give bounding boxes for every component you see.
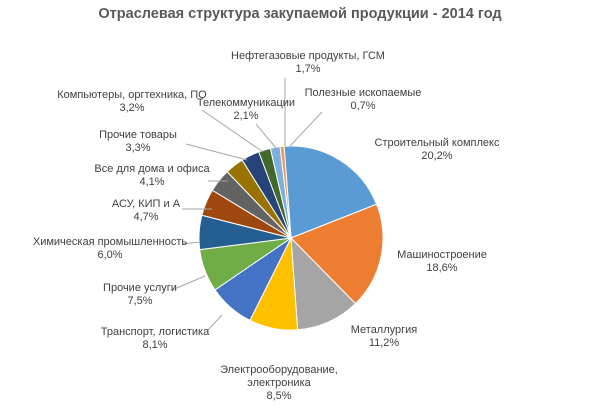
slice-label: Телекоммуникации 2,1% — [197, 97, 295, 122]
leader-line — [289, 111, 323, 147]
leader-line — [185, 143, 248, 161]
slice-label: Прочие товары 3,3% — [99, 129, 177, 154]
slice-label: Машиностроение 18,6% — [397, 249, 487, 274]
slice-label: Компьютеры, оргтехника, ПО 3,2% — [57, 89, 207, 114]
slice-labels: Строительный комплекс 20,2% Машиностроение… — [33, 50, 500, 402]
slice-label: Электрооборудование, электроника 8,5% — [220, 364, 338, 402]
slice-label: АСУ, КИП и А 4,7% — [112, 198, 181, 223]
pie-slice — [290, 203, 384, 305]
pie-slice — [279, 145, 292, 239]
pie-slice — [283, 145, 378, 239]
leader-line — [171, 275, 206, 291]
leader-lines — [171, 78, 323, 331]
slice-label: Химическая промышленность 6,0% — [33, 236, 188, 261]
leader-line — [207, 314, 223, 331]
slice-label: Нефтегазовые продукты, ГСМ 1,7% — [231, 50, 385, 75]
slice-label: Металлургия 11,2% — [351, 324, 418, 349]
leader-line — [181, 241, 201, 245]
slice-label: Прочие услуги 7,5% — [103, 282, 177, 307]
slice-label: Все для дома и офиса 4,1% — [94, 163, 210, 188]
slice-label: Полезные ископаемые 0,7% — [305, 87, 422, 112]
slice-label: Строительный комплекс 20,2% — [375, 137, 500, 162]
pie-slices — [198, 145, 384, 331]
leader-line — [201, 109, 264, 153]
chart-title: Отраслевая структура закупаемой продукци… — [98, 6, 501, 22]
pie-slice — [290, 236, 357, 331]
slice-label: Транспорт, логистика 8,1% — [101, 326, 210, 351]
leader-line — [255, 123, 277, 149]
